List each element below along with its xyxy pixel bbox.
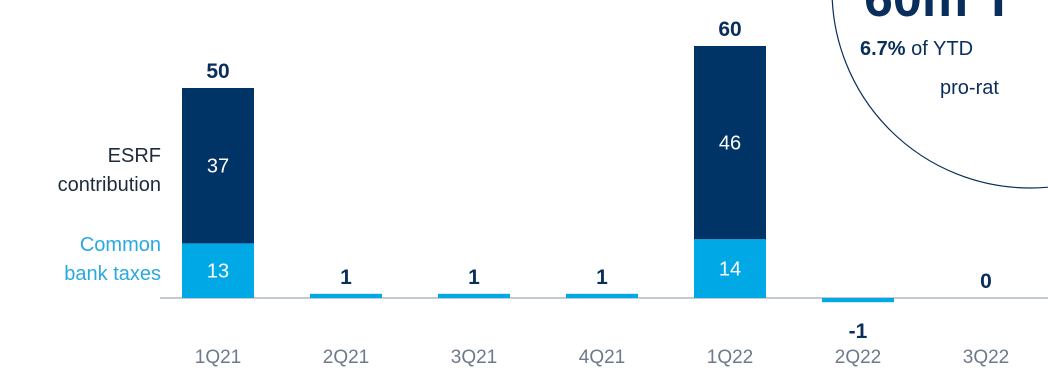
callout-line1-rest: of YTD [906, 38, 973, 60]
bars: 13 37 50 1Q21 1 2Q21 1 3Q21 1 4Q21 14 46 60 1Q22 -1 2Q2… [182, 18, 1009, 368]
total-label-1Q21: 50 [206, 60, 229, 83]
total-label-3Q21: 1 [468, 266, 480, 289]
segment-label-esrf-1Q22: 46 [719, 133, 741, 155]
callout-line1-bold: 6.7% [860, 38, 906, 60]
bar-esrf-1Q22 [694, 46, 766, 240]
legend-esrf-line1: ESRF [108, 145, 161, 167]
total-label-2Q21: 1 [340, 266, 352, 289]
callout-line2: pro-rat [940, 77, 999, 99]
category-label-3Q21: 3Q21 [451, 347, 497, 368]
legend-common-line1: Common [80, 234, 161, 256]
callout-line1: 6.7% of YTD [860, 38, 973, 60]
legend-common-line2: bank taxes [64, 263, 161, 285]
category-label-1Q22: 1Q22 [707, 347, 753, 368]
legend-esrf-line2: contribution [58, 174, 161, 196]
callout-circle [831, 0, 1048, 189]
category-label-2Q21: 2Q21 [323, 347, 369, 368]
total-label-3Q22: 0 [980, 270, 992, 293]
callout-big-text: 60m T [864, 0, 1015, 28]
bar-common-1Q22 [694, 239, 766, 298]
category-label-1Q21: 1Q21 [195, 347, 241, 368]
category-label-2Q22: 2Q22 [835, 347, 881, 368]
bar-common-1Q21 [182, 243, 254, 298]
bar-common-2Q22 [822, 298, 894, 303]
bar-common-3Q21 [438, 293, 510, 298]
category-label-4Q21: 4Q21 [579, 347, 625, 368]
segment-label-common-1Q22: 14 [719, 259, 741, 281]
total-label-2Q22: -1 [849, 320, 868, 343]
category-label-3Q22: 3Q22 [963, 347, 1009, 368]
total-label-4Q21: 1 [596, 266, 608, 289]
bar-common-4Q21 [566, 293, 638, 298]
bar-common-2Q21 [310, 293, 382, 298]
segment-label-esrf-1Q21: 37 [207, 156, 229, 178]
segment-label-common-1Q21: 13 [207, 261, 229, 283]
total-label-1Q22: 60 [718, 18, 741, 41]
callout: 60m T 6.7% of YTD pro-rat [831, 0, 1048, 189]
bar-esrf-1Q21 [182, 88, 254, 244]
